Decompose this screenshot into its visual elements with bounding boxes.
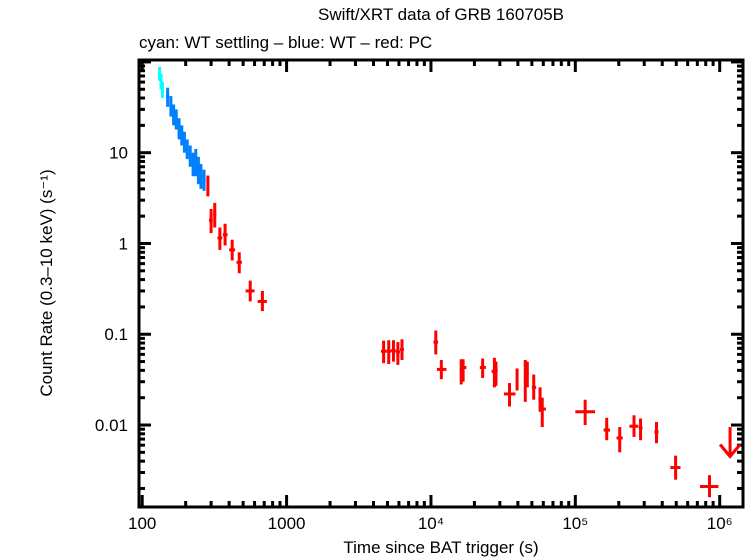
upper-limit-arrow	[718, 427, 742, 459]
y-axis-label: Count Rate (0.3–10 keV) (s⁻¹)	[37, 169, 56, 396]
data-point	[160, 82, 164, 99]
x-tick-label: 1000	[268, 514, 306, 533]
data-point	[616, 427, 623, 453]
chart-title: Swift/XRT data of GRB 160705B	[318, 5, 564, 24]
data-point	[182, 131, 186, 153]
data-point	[699, 475, 719, 498]
data-point	[196, 156, 200, 185]
data-point	[165, 87, 170, 107]
data-point	[180, 125, 184, 146]
data-point	[436, 360, 447, 380]
data-point	[670, 455, 681, 480]
y-tick-label: 0.1	[104, 325, 128, 344]
data-point	[629, 415, 639, 437]
chart-subtitle: cyan: WT settling – blue: WT – red: PC	[139, 33, 432, 52]
series-wt-settling	[158, 66, 164, 99]
data-point	[245, 280, 255, 302]
x-axis-label: Time since BAT trigger (s)	[343, 538, 538, 557]
x-tick-label: 10⁵	[562, 514, 588, 533]
data-point	[236, 252, 242, 274]
y-tick-label: 10	[109, 144, 128, 163]
plot-frame	[137, 58, 745, 509]
data-point	[603, 417, 611, 441]
data-point	[206, 175, 210, 197]
data-point	[399, 339, 404, 361]
series-wt	[165, 87, 206, 191]
x-tick-label: 100	[128, 514, 156, 533]
data-point	[386, 340, 392, 365]
data-point	[391, 340, 396, 362]
data-point	[433, 330, 439, 355]
data-point	[479, 358, 486, 378]
data-point	[503, 383, 516, 407]
data-point	[575, 399, 596, 426]
data-point	[395, 342, 400, 365]
data-point	[494, 361, 498, 386]
data-point	[194, 148, 198, 177]
data-point	[380, 340, 387, 364]
x-tick-label: 10⁶	[707, 514, 733, 533]
data-point	[213, 202, 217, 228]
data-point	[222, 223, 228, 246]
data-point	[229, 239, 236, 261]
series-pc-upper-limit	[718, 427, 742, 459]
tick-labels: 100 1000 10⁴ 10⁵ 10⁶ 10 1 0.1 0.01	[95, 144, 733, 533]
data-point	[531, 374, 537, 400]
series-pc	[206, 175, 719, 498]
data-point	[208, 208, 213, 234]
data-point	[515, 368, 519, 391]
data-point	[654, 421, 659, 444]
data-point	[199, 164, 203, 189]
y-tick-label: 1	[119, 234, 128, 253]
data-point	[191, 152, 195, 177]
data-point	[257, 290, 267, 312]
data-point	[638, 418, 643, 441]
y-tick-label: 0.01	[95, 416, 128, 435]
data-point	[169, 96, 173, 117]
data-point	[177, 118, 181, 140]
x-tick-label: 10⁴	[418, 514, 444, 533]
data-point	[540, 397, 546, 428]
data-layer	[158, 66, 742, 498]
data-point	[525, 361, 529, 388]
data-point	[188, 145, 192, 167]
data-point	[172, 104, 176, 126]
data-point	[202, 169, 206, 191]
data-point	[174, 109, 178, 130]
arrow-head	[718, 443, 742, 459]
data-point	[461, 359, 467, 382]
data-point	[217, 227, 223, 250]
axis-ticks	[139, 60, 743, 507]
data-point	[185, 139, 189, 160]
